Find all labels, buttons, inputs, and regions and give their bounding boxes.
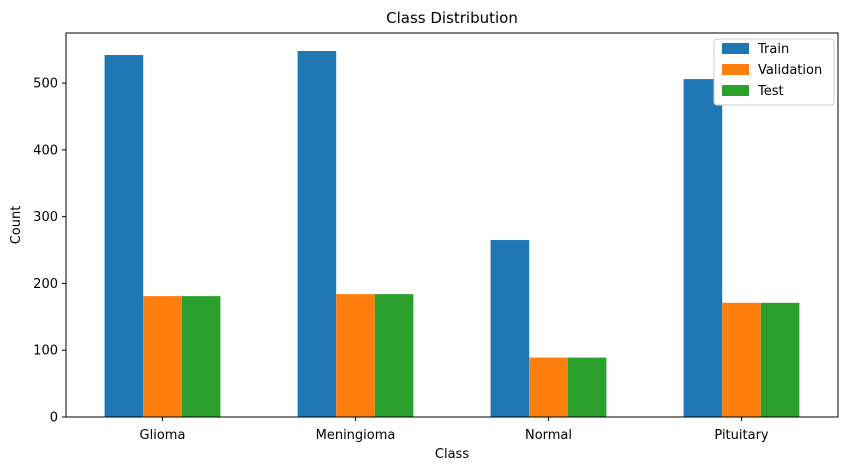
x-axis-title: Class [435,447,469,462]
x-tick-label: Meningioma [316,428,396,443]
x-tick-label: Normal [525,428,572,443]
bar-test-pituitary [760,302,800,417]
bar-validation-pituitary [722,302,761,417]
chart-title: Class Distribution [386,9,518,27]
bar-validation-normal [529,357,568,417]
legend: Train Validation Test [713,38,835,106]
bar-train-meningioma [297,51,337,417]
y-tick-label: 300 [33,210,58,225]
plot-frame [65,32,839,418]
x-tick-label: Glioma [140,428,186,443]
bar-test-normal [567,357,607,417]
legend-label-validation: Validation [758,63,822,78]
bar-train-pituitary [683,79,723,417]
x-tick-label: Pituitary [714,428,769,443]
y-tick-label: 500 [33,77,58,92]
bar-test-glioma [181,296,221,417]
y-tick-label: 100 [33,344,58,359]
y-tick-label: 0 [50,411,58,426]
bar-validation-meningioma [336,294,375,417]
y-axis: 0 100 200 300 400 500 [33,77,66,426]
y-tick-label: 200 [33,277,58,292]
legend-swatch-validation [722,64,749,75]
legend-swatch-train [722,43,749,54]
bars-group [104,51,800,417]
x-axis: Glioma Meningioma Normal Pituitary [140,417,769,443]
y-tick-label: 400 [33,143,58,158]
legend-swatch-test [722,85,749,96]
bar-train-glioma [104,55,144,417]
legend-label-test: Test [757,84,784,99]
bar-validation-glioma [143,296,182,417]
legend-label-train: Train [757,42,789,57]
y-axis-title: Count [9,206,24,245]
bar-train-normal [490,240,530,417]
bar-test-meningioma [374,294,414,417]
